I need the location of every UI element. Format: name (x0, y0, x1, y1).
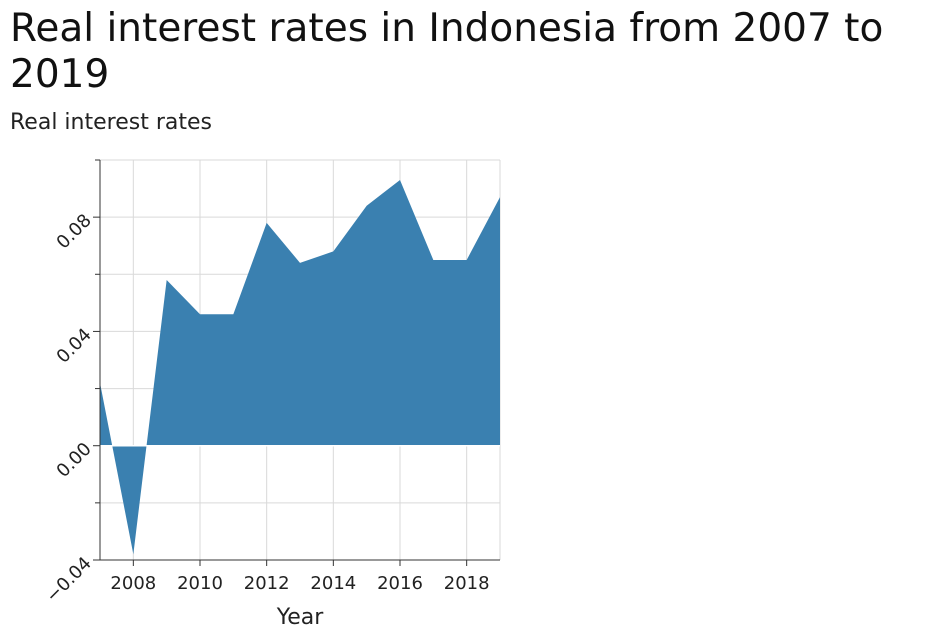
y-tick-label-3: 0.08 (53, 210, 96, 253)
x-tick-label-2008: 2008 (110, 573, 156, 594)
x-tick-label-2018: 2018 (444, 573, 490, 594)
x-tick-label-2014: 2014 (310, 573, 356, 594)
chart-title: Real interest rates in Indonesia from 20… (10, 6, 884, 97)
axes (99, 160, 500, 561)
x-tick-label-2010: 2010 (177, 573, 223, 594)
x-tick-label-2016: 2016 (377, 573, 423, 594)
x-tick-label-2012: 2012 (244, 573, 290, 594)
y-tick-label-0: −0.04 (42, 553, 96, 607)
x-axis-label: Year (276, 605, 325, 630)
y-tick-label-2: 0.04 (53, 324, 96, 367)
y-tick-label-1: 0.00 (53, 439, 96, 482)
area-series (100, 180, 500, 555)
y-axis-label: Real interest rates (10, 110, 212, 135)
